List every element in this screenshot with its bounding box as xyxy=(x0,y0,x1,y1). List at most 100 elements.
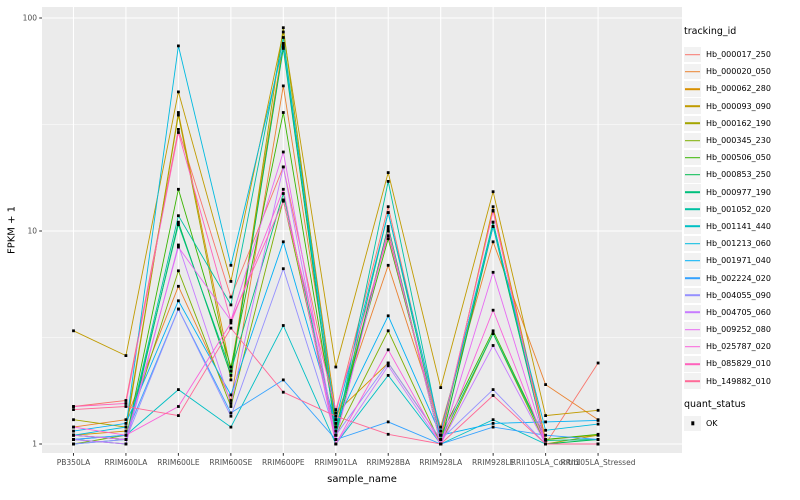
data-point xyxy=(124,418,128,422)
data-point xyxy=(386,171,390,174)
data-point xyxy=(72,425,75,429)
data-point xyxy=(72,438,75,441)
data-point xyxy=(386,237,390,241)
legend-key xyxy=(684,339,701,355)
data-point xyxy=(334,442,338,446)
y-tick-label: 1 xyxy=(32,440,37,449)
legend-item-label: Hb_000162_190 xyxy=(706,118,771,128)
legend-item-label: Hb_025787_020 xyxy=(706,342,771,352)
data-point xyxy=(439,433,443,437)
legend-title-quant-status: quant_status xyxy=(684,398,746,410)
data-point xyxy=(439,438,443,441)
data-point xyxy=(124,442,128,446)
data-point xyxy=(124,425,128,429)
data-point xyxy=(386,314,390,318)
data-point xyxy=(281,150,285,154)
data-point xyxy=(491,344,495,347)
legend-line-swatch xyxy=(685,156,700,159)
data-point xyxy=(177,414,180,417)
data-point xyxy=(596,419,600,422)
legend-line-swatch xyxy=(685,122,700,125)
legend-title-tracking-id: tracking_id xyxy=(684,26,737,37)
data-point xyxy=(491,329,495,333)
data-point xyxy=(281,47,285,50)
data-point xyxy=(386,329,390,333)
legend-item-label: Hb_085829_010 xyxy=(706,359,771,369)
data-point xyxy=(281,378,285,382)
legend-line-swatch xyxy=(685,53,700,56)
x-tick-label: RRIM901LA xyxy=(314,458,358,467)
legend-item-label: Hb_000062_280 xyxy=(706,84,771,94)
x-tick-label: RRIM600SE xyxy=(209,458,252,467)
legend-key xyxy=(684,373,701,389)
data-point xyxy=(177,388,180,391)
legend-item-label: Hb_001213_060 xyxy=(706,239,771,249)
data-point xyxy=(177,284,180,288)
data-point xyxy=(281,30,285,34)
data-point xyxy=(177,223,180,227)
data-point xyxy=(229,374,233,377)
data-point xyxy=(177,245,180,249)
legend-line-swatch xyxy=(685,105,700,107)
data-point xyxy=(124,399,128,402)
data-point xyxy=(491,225,495,228)
legend-key xyxy=(684,304,701,321)
data-point xyxy=(281,240,285,244)
data-point xyxy=(281,44,285,48)
legend-item-Hb_000020_050: Hb_000020_050 xyxy=(684,63,798,80)
data-point xyxy=(544,442,547,446)
legend-line-swatch xyxy=(685,225,700,228)
legend-key xyxy=(684,321,701,338)
data-point xyxy=(229,319,233,322)
legend-item-Hb_000017_250: Hb_000017_250 xyxy=(684,46,798,63)
legend-item-Hb_000853_250: Hb_000853_250 xyxy=(684,166,798,183)
data-point xyxy=(177,405,180,408)
legend-key xyxy=(684,46,701,63)
data-point xyxy=(177,111,180,114)
data-point xyxy=(491,418,495,422)
y-tick-label: 100 xyxy=(23,14,38,23)
data-point xyxy=(229,399,233,402)
legend-line-swatch xyxy=(685,380,700,382)
data-point xyxy=(386,432,390,436)
legend-item-Hb_085829_010: Hb_085829_010 xyxy=(684,355,798,372)
x-tick-label: RRIM600PE xyxy=(262,458,305,467)
legend-item-Hb_002224_020: Hb_002224_020 xyxy=(684,269,798,286)
data-point xyxy=(281,390,285,394)
legend-key xyxy=(684,235,701,252)
data-points xyxy=(72,26,600,446)
data-point xyxy=(124,433,128,437)
quant-status-key xyxy=(684,415,701,432)
legend-item-ok: OK xyxy=(684,415,798,432)
data-point xyxy=(491,220,495,224)
data-point xyxy=(439,425,443,429)
data-point xyxy=(177,131,180,134)
legend-item-Hb_000977_190: Hb_000977_190 xyxy=(684,184,798,201)
data-point xyxy=(491,388,495,391)
data-point xyxy=(177,128,180,131)
legend-item-label: Hb_000506_050 xyxy=(706,153,771,163)
data-point xyxy=(491,425,495,429)
data-point xyxy=(544,383,547,386)
legend-item-Hb_000062_280: Hb_000062_280 xyxy=(684,80,798,97)
data-point xyxy=(334,422,338,425)
legend-key xyxy=(684,356,701,372)
data-point xyxy=(72,433,75,437)
data-point xyxy=(229,414,233,418)
legend-key xyxy=(684,64,701,80)
x-tick-label: RRIM600LA xyxy=(104,458,148,467)
data-point xyxy=(177,214,180,218)
legend-line-swatch xyxy=(685,191,700,193)
data-point xyxy=(386,348,390,352)
data-point xyxy=(386,374,390,377)
data-point xyxy=(72,408,75,411)
legend-key xyxy=(684,132,701,149)
data-point xyxy=(124,438,128,441)
data-point xyxy=(334,425,338,429)
data-point xyxy=(72,405,75,408)
data-point xyxy=(596,432,600,436)
legend-key xyxy=(684,81,701,97)
legend-line-swatch xyxy=(685,208,700,211)
data-point xyxy=(124,402,128,405)
